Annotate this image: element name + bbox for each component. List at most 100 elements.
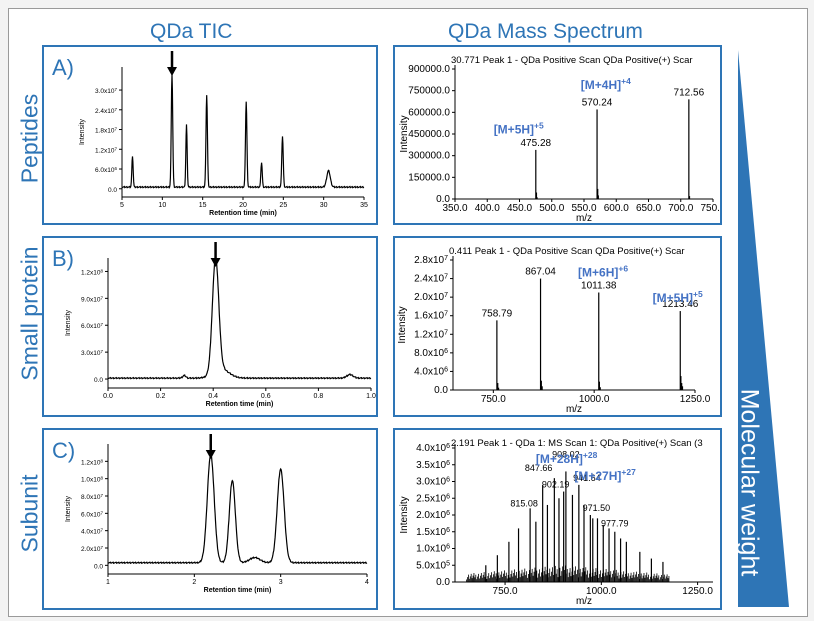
peak-label: 867.04 (525, 267, 556, 278)
y-tick-label: 2.5x106 (416, 493, 450, 505)
tic-trace (107, 255, 372, 380)
spectrum-title: 30.771 Peak 1 - QDa Positive Scan QDa Po… (451, 55, 693, 66)
x-tick-label: 0.4 (208, 393, 218, 400)
y-tick-label: 2.4x107 (95, 106, 118, 115)
x-tick-label: 400.0 (475, 203, 500, 214)
y-axis-label: Intensity (399, 115, 410, 152)
x-tick-label: 0.8 (314, 393, 324, 400)
y-tick-label: 1.0x106 (416, 543, 450, 555)
peak-label: 847.66 (525, 463, 553, 473)
peak-label: 971.50 (583, 503, 611, 513)
peak-label: 941.64 (573, 473, 601, 483)
y-tick-label: 0.0 (434, 385, 448, 396)
peak-label: 902.19 (542, 480, 570, 490)
x-tick-label: 1250.0 (680, 394, 711, 405)
y-tick-label: 750000.0 (408, 86, 450, 97)
charge-annotation: [M+4H]+4 (581, 76, 631, 92)
y-tick-label: 0.0 (108, 187, 117, 194)
y-tick-label: 1.2x107 (95, 146, 118, 155)
y-tick-label: 4.0x107 (81, 527, 104, 536)
ms-c-chart: 750.0 1000.0 1250.0 0.0 5.0x105 1.0x106 1.5x10… (399, 438, 713, 607)
tic-panel-b: 0.0 0.2 0.4 0.6 0.8 1.0 0.0 3.0x107 6.0x107 9.0x1… (42, 236, 378, 417)
y-tick-label: 4.0x106 (414, 366, 448, 378)
peak-arrow-head (205, 450, 216, 459)
x-tick-label: 0.6 (261, 393, 271, 400)
peak-label: 712.56 (674, 87, 705, 98)
y-tick-label: 1.2x108 (81, 268, 104, 277)
y-tick-label: 3.0x107 (81, 349, 104, 358)
x-tick-label: 5 (120, 202, 124, 209)
tic-c-chart: 1 2 3 4 0.0 2.0x107 4.0x107 6.0x107 8.0x107 1.0x1… (52, 434, 369, 594)
y-tick-label: 9.0x107 (81, 295, 104, 304)
x-tick-label: 10 (158, 202, 166, 209)
peak-label: 570.24 (582, 97, 613, 108)
y-tick-label: 1.0x108 (81, 475, 104, 484)
peak-arrow-head (167, 67, 178, 76)
y-tick-label: 2.0x107 (81, 545, 104, 554)
y-tick-label: 0.0 (436, 194, 450, 205)
charge-annotation: [M+5H]+5 (494, 120, 544, 136)
peak-label: 815.08 (510, 498, 538, 508)
x-tick-label: 4 (365, 579, 369, 586)
y-tick-label: 6.0x106 (95, 166, 118, 175)
x-tick-label: 0.0 (103, 393, 113, 400)
y-tick-label: 1.8x107 (95, 126, 118, 135)
x-tick-label: 25 (279, 202, 287, 209)
x-tick-label: 2 (192, 579, 196, 586)
y-tick-label: 1.2x108 (81, 458, 104, 467)
panel-letter: C) (52, 438, 75, 463)
x-tick-label: 20 (239, 202, 247, 209)
y-tick-label: 3.0x106 (416, 476, 450, 488)
x-tick-label: 600.0 (604, 203, 629, 214)
y-tick-label: 3.0x107 (95, 87, 118, 96)
y-tick-label: 2.4x107 (414, 273, 448, 285)
tic-a-chart: 5 10 15 20 25 30 35 0.0 6.0x106 1.2x107 1.8x107 2.4… (52, 51, 368, 217)
ms-header: QDa Mass Spectrum (448, 20, 643, 43)
x-tick-label: 650.0 (636, 203, 661, 214)
peak-label: 1213.46 (662, 299, 699, 310)
y-tick-label: 6.0x107 (81, 322, 104, 331)
y-tick-label: 450000.0 (408, 129, 450, 140)
x-tick-label: 30 (320, 202, 328, 209)
peak-label: 908.02 (552, 449, 580, 459)
x-tick-label: 1000.0 (579, 394, 610, 405)
y-tick-label: 900000.0 (408, 64, 450, 75)
tic-b-chart: 0.0 0.2 0.4 0.6 0.8 1.0 0.0 3.0x107 6.0x107 9.0x1… (52, 242, 376, 408)
ms-panel-c: 750.0 1000.0 1250.0 0.0 5.0x105 1.0x106 1.5x10… (393, 428, 722, 610)
x-tick-label: 450.0 (507, 203, 532, 214)
ms-panel-b: 750.0 1000.0 1250.0 0.0 4.0x106 8.0x106 1.2x10… (393, 236, 722, 417)
y-tick-label: 300000.0 (408, 151, 450, 162)
y-tick-label: 6.0x107 (81, 510, 104, 518)
y-tick-label: 2.0x107 (414, 292, 448, 304)
x-axis-label: m/z (566, 404, 582, 415)
tic-panel-c: 1 2 3 4 0.0 2.0x107 4.0x107 6.0x107 8.0x107 1.0x1… (42, 428, 378, 610)
x-tick-label: 15 (199, 202, 207, 209)
y-tick-label: 150000.0 (408, 172, 450, 183)
peak-arrow-head (210, 258, 221, 267)
y-tick-label: 8.0x107 (81, 493, 104, 502)
panel-letter: B) (52, 246, 74, 271)
x-tick-label: 1000.0 (586, 586, 617, 597)
y-tick-label: 4.0x106 (416, 443, 450, 455)
ms-a-chart: 350.0 400.0 450.0 500.0 550.0 600.0 650.0 700.0… (399, 55, 720, 223)
x-axis-label: Retention time (min) (204, 587, 272, 594)
x-tick-label: 35 (360, 202, 368, 209)
x-tick-label: 1 (106, 579, 110, 586)
x-tick-label: 350.0 (442, 203, 467, 214)
y-tick-label: 2.8x107 (414, 255, 448, 267)
x-tick-label: 3 (279, 579, 283, 586)
charge-annotation: [M+28H]+28 (536, 450, 598, 466)
y-tick-label: 8.0x106 (414, 347, 448, 359)
x-tick-label: 1250.0 (682, 586, 713, 597)
y-axis-label: Intensity (65, 309, 72, 336)
y-tick-label: 1.5x106 (416, 526, 450, 538)
tic-panel-a: 5 10 15 20 25 30 35 0.0 6.0x106 1.2x107 1.8x107 2.4… (42, 45, 378, 225)
spectrum-title: 0.411 Peak 1 - QDa Positive Scan QDa Pos… (449, 246, 685, 257)
y-axis-label: Intensity (65, 495, 72, 522)
peak-label: 1011.38 (581, 281, 617, 292)
tic-header: QDa TIC (150, 20, 233, 43)
spectrum-title: 2.191 Peak 1 - QDa 1: MS Scan 1: QDa Pos… (451, 438, 703, 449)
peak-label: 758.79 (482, 308, 513, 319)
y-axis-label: Intensity (79, 118, 86, 145)
